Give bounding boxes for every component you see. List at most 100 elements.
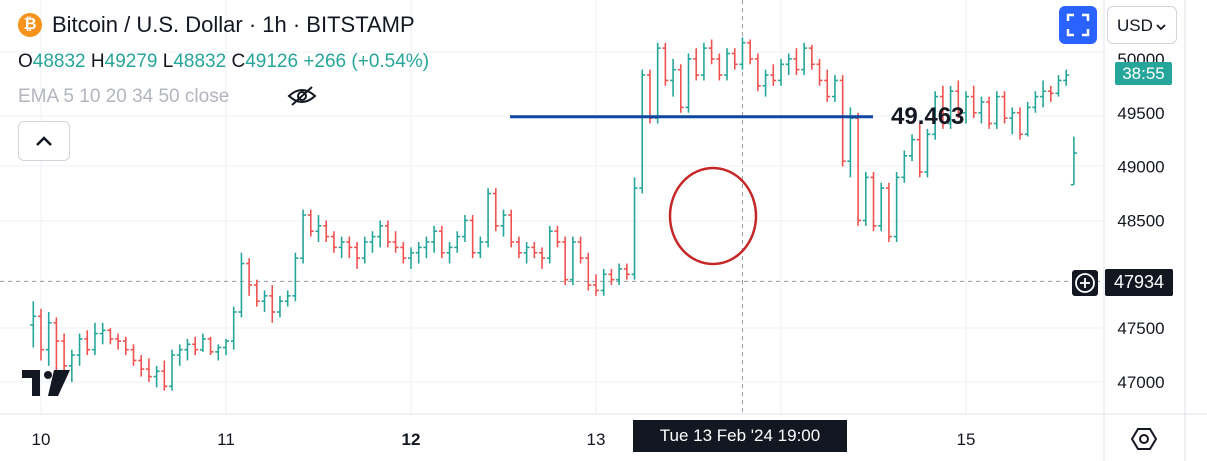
ohlc-bar [400,241,407,264]
ohlc-bar [253,279,260,307]
ohlc-bar [315,215,322,242]
ohlc-bar [731,48,738,70]
ohlc-bar [716,53,723,81]
time-tick-label: 13 [587,430,606,449]
ohlc-bar [754,53,761,92]
ohlc-bar [739,37,746,70]
ohlc-bar [431,225,438,253]
ohlc-bar [45,311,52,366]
ohlc-bar [392,231,399,253]
ohlc-bars [30,37,1077,391]
price-axis: 47000475004800048500490004950050000 [1117,50,1164,392]
ohlc-bar [469,215,476,259]
ohlc-bar [238,252,245,318]
ohlc-bar [223,338,229,356]
ohlc-bar [870,171,877,232]
open-value: 48832 [32,51,86,72]
ohlc-bar [893,171,900,242]
chevron-up-icon [36,136,52,146]
symbol-title[interactable]: Bitcoin / U.S. Dollar · 1h · BITSTAMP [52,12,415,37]
ohlc-bar [122,336,129,356]
ohlc-bar [978,96,985,124]
ohlc-bar [91,322,98,356]
ohlc-bar [30,301,37,348]
ohlc-bar [438,225,445,259]
close-key: C [231,51,246,72]
currency-select[interactable]: USD [1107,6,1177,44]
indicator-legend[interactable]: EMA 5 10 20 34 50 close [18,86,230,107]
ohlc-bar [932,91,939,140]
ohlc-bar [276,295,283,318]
ohlc-bar [839,75,846,167]
ohlc-bar [916,123,923,178]
ohlc-bar [61,333,68,377]
ohlc-bar [539,247,546,269]
plus-icon [1075,273,1095,293]
ohlc-bar [670,58,677,97]
ohlc-bar [878,182,885,232]
ohlc-bar [76,333,83,366]
ohlc-bar [1040,80,1047,108]
ohlc-bar [338,236,345,259]
ohlc-bar [785,53,792,76]
price-tick-label: 48500 [1117,211,1164,230]
ohlc-bar [323,220,330,242]
ohlc-bar [292,252,299,302]
ohlc-bar [330,231,337,253]
ohlc-bar [145,358,152,382]
ohlc-legend: O48832 H49279 L48832 C49126 +266 (+0.54%… [18,51,429,73]
time-axis: 101112131415 [32,430,976,449]
ohlc-bar [354,241,361,269]
ohlc-bar [215,344,222,361]
ohlc-bar [492,188,499,232]
settings-hexagon-icon[interactable] [1131,426,1157,452]
ohlc-bar [608,268,615,286]
ohlc-bar [161,360,168,391]
ohlc-bar [955,80,962,119]
ohlc-bar [993,91,1000,129]
ohlc-bar [593,274,599,296]
fullscreen-button[interactable] [1059,6,1097,44]
ohlc-bar [693,48,700,81]
price-tick-label: 47500 [1117,319,1164,338]
eye-off-icon[interactable] [287,85,317,107]
ohlc-bar [261,290,268,312]
ohlc-bar [855,112,862,226]
ohlc-bar [770,64,777,86]
ohlc-bar [207,336,214,356]
bitcoin-logo-icon: ₿ [18,13,42,37]
ohlc-bar [1063,69,1070,86]
ohlc-bar [461,215,468,242]
ohlc-bar [531,241,538,259]
price-tick-label: 47000 [1117,373,1164,392]
ohlc-bar [1070,136,1077,186]
ohlc-bar [53,317,60,372]
time-tick-label: 10 [32,430,51,449]
ohlc-bar [184,338,191,361]
ohlc-bar [38,308,44,361]
ohlc-bar [708,39,715,65]
tradingview-logo-icon[interactable] [22,370,70,396]
ohlc-bar [616,263,623,286]
ohlc-bar [176,344,183,366]
bar-countdown-badge: 38:55 [1115,62,1172,85]
ohlc-bar [801,42,808,76]
ohlc-bar [1024,101,1031,137]
add-alert-button[interactable] [1072,270,1098,296]
ohlc-bar [677,64,684,113]
ohlc-bar [369,231,376,253]
collapse-legend-button[interactable] [18,121,70,161]
ohlc-bar [986,96,993,129]
ohlc-bar [577,236,584,264]
ohlc-bar [939,85,946,129]
ohlc-bar [1016,107,1023,140]
ohlc-bar [415,241,422,264]
ohlc-bar [901,150,908,183]
ohlc-bar [423,236,430,259]
fullscreen-icon [1066,13,1090,37]
chevron-down-icon [1156,24,1166,31]
ohlc-bar [963,91,969,124]
ohlc-bar [138,355,145,377]
currency-label: USD [1117,16,1153,35]
